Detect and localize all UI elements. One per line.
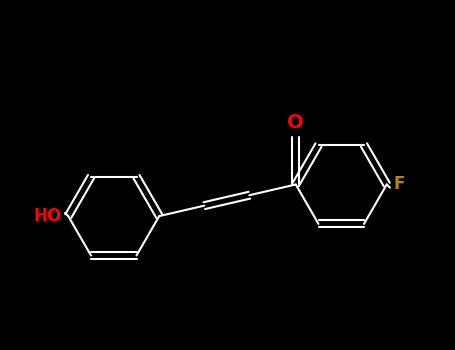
Text: F: F (393, 175, 404, 194)
Text: HO: HO (34, 207, 62, 225)
Text: O: O (288, 113, 304, 132)
